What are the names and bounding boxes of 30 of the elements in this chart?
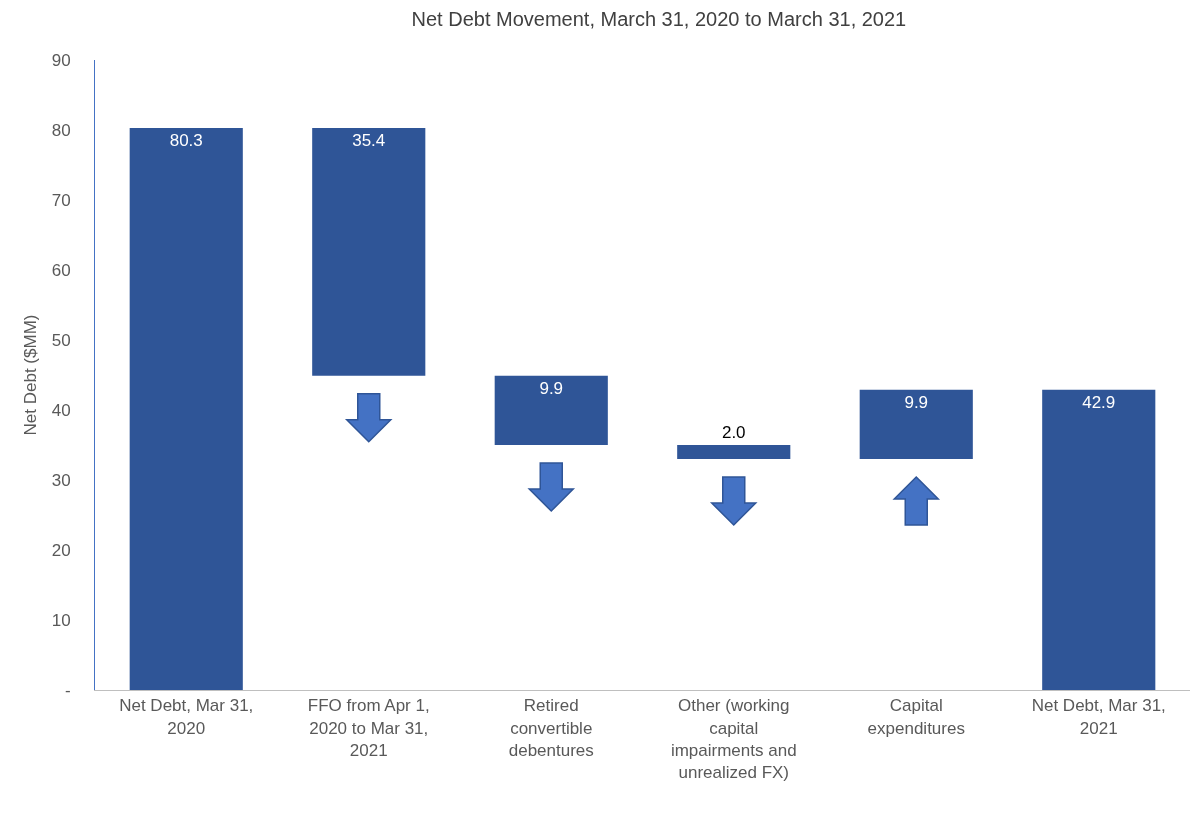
y-tick-label: 60: [51, 260, 71, 280]
bar: [1042, 389, 1156, 690]
y-tick-label: -: [64, 680, 71, 700]
y-tick-label: 40: [51, 400, 71, 420]
data-label: 35.4: [352, 130, 386, 150]
x-tick-label: Other (working capital impairments and unrealized FX): [670, 696, 797, 782]
chart-title: Net Debt Movement, March 31, 2020 to March 31, 2021: [411, 8, 907, 31]
bar: [859, 389, 973, 459]
data-label: 80.3: [169, 130, 203, 150]
x-tick-label: Capital expenditures: [867, 696, 965, 738]
data-label: 9.9: [539, 378, 564, 398]
y-tick-label: 80: [51, 120, 71, 140]
x-tick-label: Retired convertible debentures: [508, 696, 594, 760]
bar: [677, 445, 791, 459]
data-label: 42.9: [1082, 392, 1116, 412]
data-label: 9.9: [904, 392, 929, 412]
bar: [129, 127, 243, 690]
y-tick-label: 50: [51, 330, 71, 350]
y-tick-label: 90: [51, 50, 71, 70]
y-tick-label: 70: [51, 190, 71, 210]
bar: [312, 127, 426, 376]
y-tick-label: 10: [51, 610, 71, 630]
y-axis-title: Net Debt ($MM): [21, 314, 41, 436]
y-tick-label: 20: [51, 540, 71, 560]
x-tick-label: FFO from Apr 1, 2020 to Mar 31, 2021: [307, 696, 430, 760]
y-tick-label: 30: [51, 470, 71, 490]
x-tick-label: Net Debt, Mar 31, 2021: [1031, 696, 1166, 738]
x-tick-label: Net Debt, Mar 31, 2020: [119, 696, 254, 738]
bar: [494, 375, 608, 445]
data-label: 2.0: [721, 423, 746, 442]
